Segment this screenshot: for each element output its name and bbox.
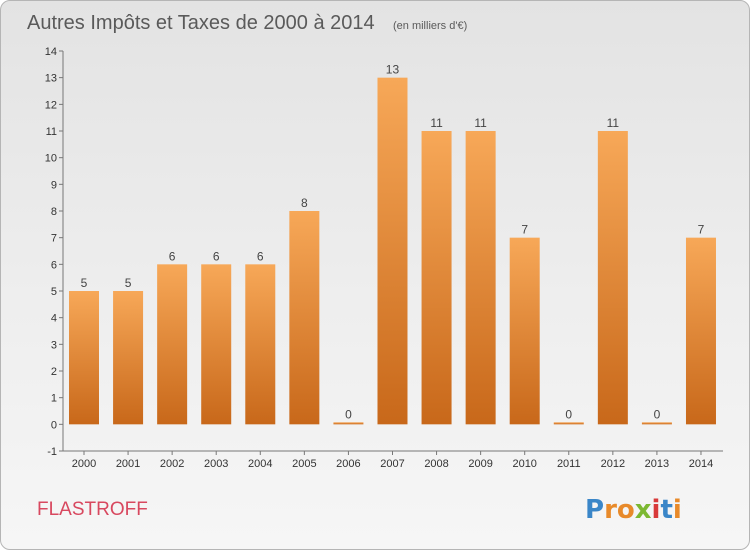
data-label-2011: 0 bbox=[565, 407, 572, 421]
x-tick-label-2006: 2006 bbox=[336, 458, 360, 470]
y-tick-label: 11 bbox=[46, 126, 57, 138]
bar-2009[interactable] bbox=[465, 131, 496, 425]
y-tick-label: -1 bbox=[47, 446, 57, 458]
data-label-2014: 7 bbox=[698, 223, 705, 237]
x-tick-label-2005: 2005 bbox=[292, 458, 316, 470]
bar-2000[interactable] bbox=[69, 291, 99, 425]
y-tick-label: 14 bbox=[45, 46, 57, 58]
logo-letter: i bbox=[673, 495, 682, 525]
x-tick-label-2004: 2004 bbox=[248, 458, 272, 470]
y-tick-label: 7 bbox=[51, 233, 57, 245]
data-label-2000: 5 bbox=[81, 276, 88, 290]
y-tick-label: 10 bbox=[45, 153, 57, 165]
x-tick-label-2007: 2007 bbox=[380, 458, 404, 470]
y-tick-label: 12 bbox=[45, 99, 57, 111]
y-tick-label: 4 bbox=[51, 313, 57, 325]
x-tick-label-2010: 2010 bbox=[512, 458, 536, 470]
x-tick-label-2013: 2013 bbox=[645, 458, 669, 470]
bar-2008[interactable] bbox=[421, 131, 452, 425]
data-label-2010: 7 bbox=[521, 223, 528, 237]
x-tick-label-2002: 2002 bbox=[160, 458, 184, 470]
bar-2014[interactable] bbox=[685, 237, 716, 425]
data-label-2005: 8 bbox=[301, 196, 308, 210]
y-tick-label: 0 bbox=[51, 419, 57, 431]
x-tick-label-2003: 2003 bbox=[204, 458, 228, 470]
logo-letter: P bbox=[585, 495, 604, 525]
bar-2005[interactable] bbox=[289, 211, 320, 425]
x-tick-label-2001: 2001 bbox=[116, 458, 140, 470]
data-label-2003: 6 bbox=[213, 249, 220, 263]
bar-2004[interactable] bbox=[245, 264, 276, 425]
data-label-2013: 0 bbox=[654, 407, 661, 421]
y-tick-label: 2 bbox=[51, 366, 57, 378]
logo-letter: x bbox=[635, 495, 652, 525]
bar-2001[interactable] bbox=[113, 291, 144, 425]
x-tick-label-2012: 2012 bbox=[601, 458, 625, 470]
data-label-2012: 11 bbox=[607, 116, 620, 130]
data-label-2004: 6 bbox=[257, 249, 264, 263]
y-tick-label: 6 bbox=[51, 259, 57, 271]
bar-2013[interactable] bbox=[641, 422, 672, 425]
logo-letter: o bbox=[617, 495, 635, 525]
x-tick-label-2014: 2014 bbox=[689, 458, 713, 470]
data-label-2007: 13 bbox=[386, 63, 400, 77]
logo-letter: r bbox=[604, 495, 617, 525]
data-label-2006: 0 bbox=[345, 407, 352, 421]
town-name: FLASTROFF bbox=[37, 499, 148, 520]
y-tick-label: 9 bbox=[51, 179, 57, 191]
y-tick-label: 8 bbox=[51, 206, 57, 218]
bar-2012[interactable] bbox=[597, 131, 628, 425]
y-tick-label: 1 bbox=[51, 393, 57, 405]
data-label-2002: 6 bbox=[169, 249, 176, 263]
data-label-2008: 11 bbox=[430, 116, 443, 130]
y-tick-label: 5 bbox=[51, 286, 57, 298]
data-label-2009: 11 bbox=[474, 116, 487, 130]
bar-2002[interactable] bbox=[157, 264, 188, 425]
logo-letter: i bbox=[652, 495, 661, 525]
x-tick-label-2009: 2009 bbox=[468, 458, 492, 470]
bars: 5 5 6 6 6 8 0 13 11 11 7 0 11 0 7 bbox=[69, 63, 716, 425]
x-tick-label-2008: 2008 bbox=[424, 458, 448, 470]
data-label-2001: 5 bbox=[125, 276, 132, 290]
chart-subtitle: (en milliers d'€) bbox=[393, 20, 467, 32]
logo-letter: t bbox=[660, 495, 672, 525]
bar-2003[interactable] bbox=[201, 264, 232, 425]
x-tick-label-2011: 2011 bbox=[557, 458, 581, 470]
chart-title: Autres Impôts et Taxes de 2000 à 2014 bbox=[27, 12, 375, 34]
bar-2010[interactable] bbox=[509, 237, 540, 425]
y-tick-label: 13 bbox=[45, 73, 57, 85]
x-tick-label-2000: 2000 bbox=[72, 458, 96, 470]
bar-2006[interactable] bbox=[333, 422, 364, 425]
bar-2007[interactable] bbox=[377, 77, 408, 425]
y-tick-label: 3 bbox=[51, 339, 57, 351]
bar-2011[interactable] bbox=[553, 422, 584, 425]
proxiti-logo[interactable]: Proxiti bbox=[585, 495, 682, 525]
